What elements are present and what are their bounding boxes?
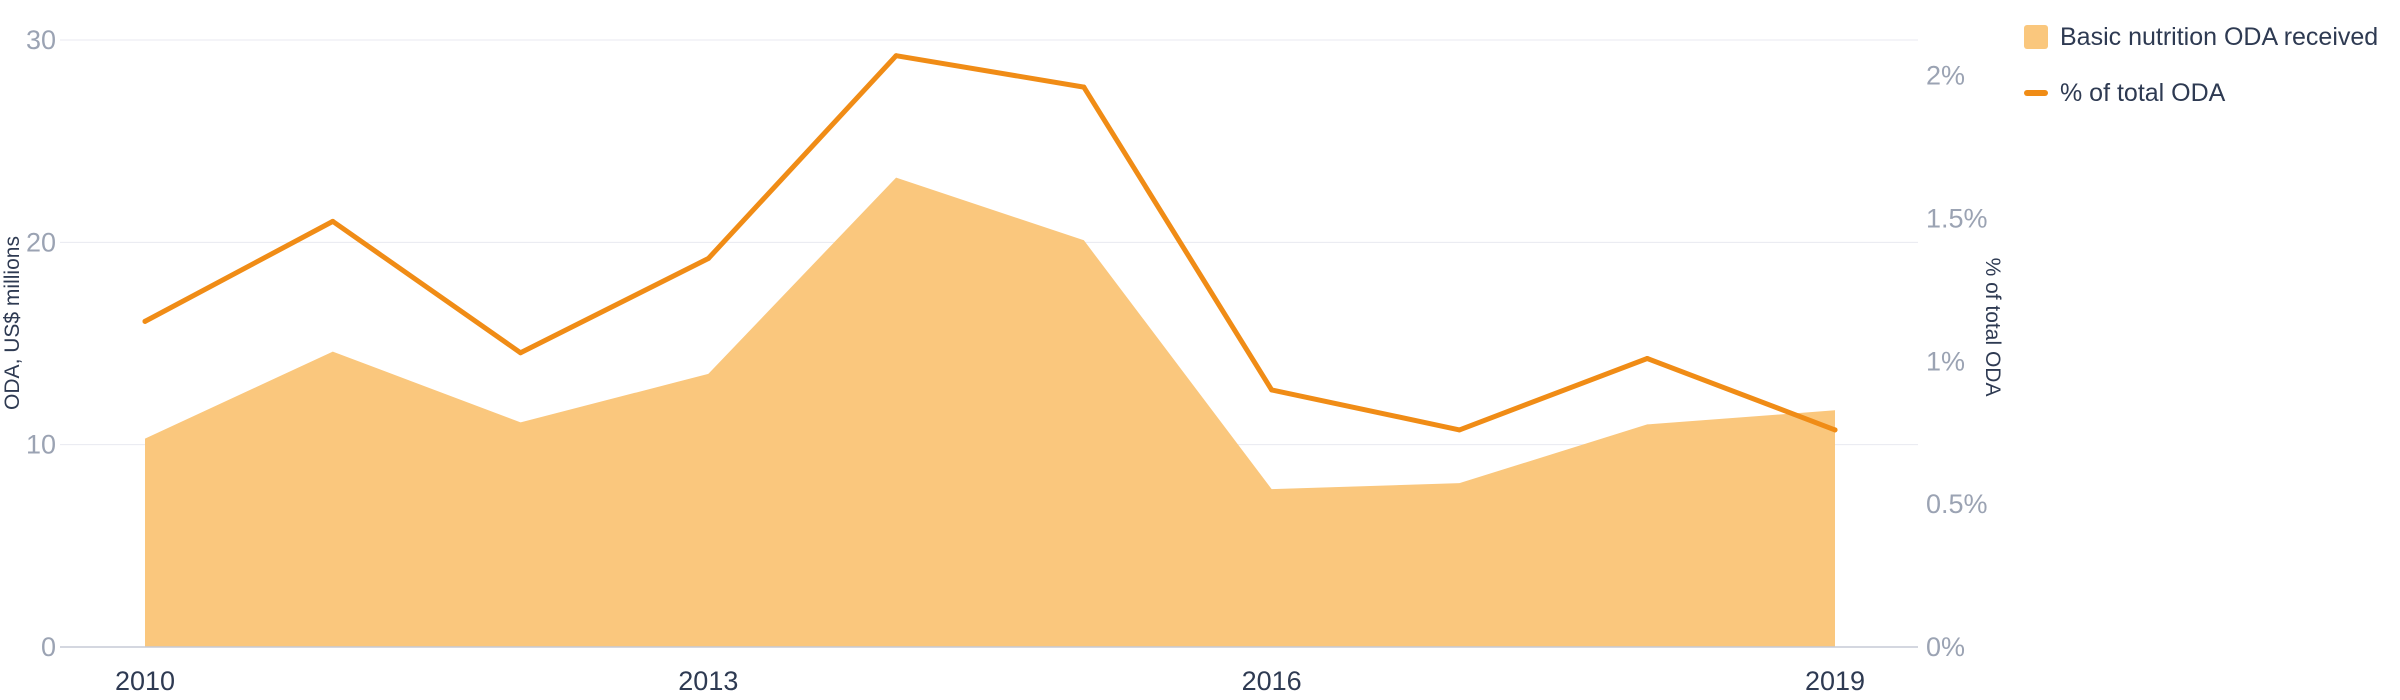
legend-label-nutrition-oda: Basic nutrition ODA received [2060, 23, 2379, 51]
right-y-tick-label: 1% [1926, 346, 1965, 376]
line-point-2018 [1644, 355, 1650, 361]
left-y-tick-label: 20 [26, 227, 56, 257]
right-y-tick-label: 1.5% [1926, 204, 1988, 234]
x-tick-label: 2010 [115, 666, 175, 696]
line-point-2015 [1081, 84, 1087, 90]
line-point-2011 [330, 218, 336, 224]
line-point-2012 [518, 350, 524, 356]
line-point-2016 [1269, 387, 1275, 393]
line-swatch-icon [2024, 90, 2048, 96]
line-point-2019 [1832, 427, 1838, 433]
line-point-2017 [1456, 427, 1462, 433]
right-y-axis-tick-labels: 0% 0.5% 1% 1.5% 2% [1926, 61, 1988, 662]
x-tick-label: 2013 [678, 666, 738, 696]
line-point-2010 [142, 318, 148, 324]
area-swatch-icon [2024, 25, 2048, 49]
line-point-2014 [893, 53, 899, 59]
right-y-axis-title: % of total ODA [1981, 258, 2004, 397]
x-tick-label: 2019 [1805, 666, 1865, 696]
left-y-tick-label: 0 [41, 632, 56, 662]
left-y-tick-label: 10 [26, 430, 56, 460]
area-fill [145, 177, 1835, 647]
left-y-axis-tick-labels: 0 10 20 30 [26, 25, 56, 662]
legend-label-oda-share: % of total ODA [2060, 79, 2226, 107]
oda-share-line [142, 53, 1838, 433]
right-y-tick-label: 2% [1926, 61, 1965, 91]
nutrition-oda-area-series [144, 177, 1836, 647]
x-axis-tick-labels: 2010 2013 2016 2019 [115, 666, 1865, 696]
line-point-2013 [705, 256, 711, 262]
left-y-axis-title: ODA, US$ millions [1, 236, 24, 410]
right-y-tick-label: 0.5% [1926, 489, 1988, 519]
x-tick-label: 2016 [1242, 666, 1302, 696]
oda-share-line-series [142, 53, 1838, 433]
left-y-tick-label: 30 [26, 25, 56, 55]
right-y-tick-label: 0% [1926, 632, 1965, 662]
